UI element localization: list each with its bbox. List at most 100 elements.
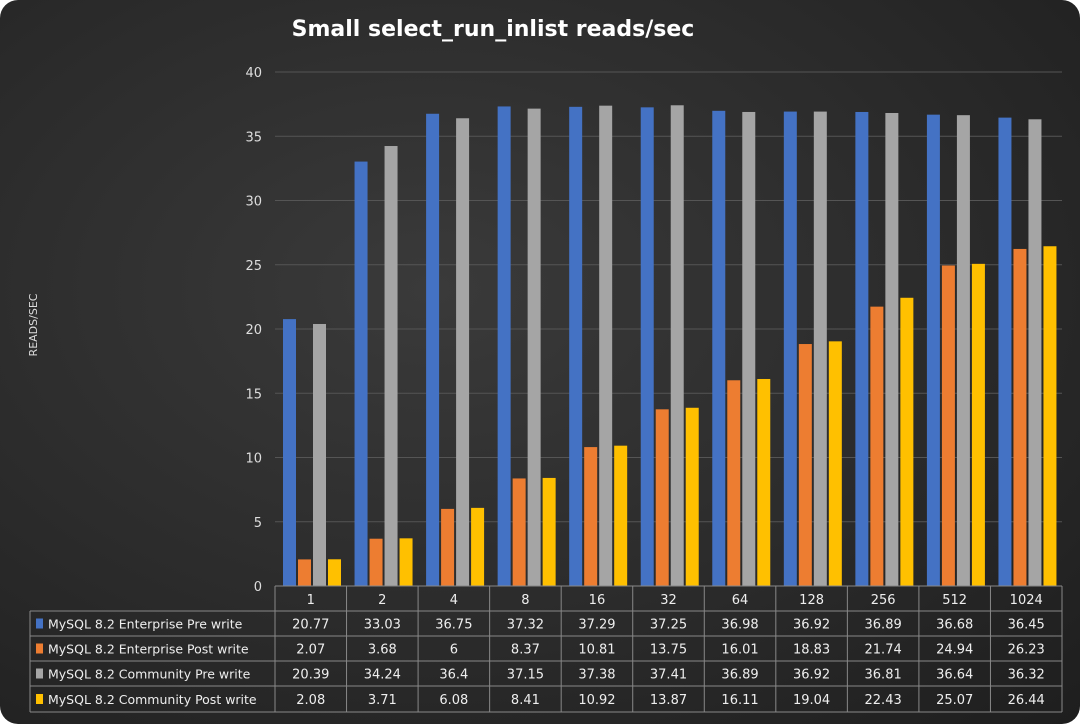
data-label: 2.07 [296, 643, 325, 658]
y-tick-label: 10 [245, 452, 262, 467]
bar-1-64 [727, 380, 741, 586]
legend-label: MySQL 8.2 Community Post write [48, 692, 257, 707]
bar-1-32 [655, 409, 669, 586]
bar-3-4 [471, 507, 485, 586]
bar-3-8 [542, 477, 556, 586]
y-tick-label: 40 [245, 66, 262, 81]
data-label: 18.83 [793, 643, 830, 658]
data-label: 36.89 [721, 668, 758, 683]
bar-2-1024 [1028, 119, 1042, 587]
bar-3-2 [399, 538, 413, 586]
legend-label: MySQL 8.2 Enterprise Pre write [48, 617, 243, 632]
data-label: 6 [450, 643, 458, 658]
data-label: 37.25 [650, 618, 687, 633]
bar-0-16 [569, 106, 583, 587]
data-label: 36.4 [439, 668, 468, 683]
bar-3-32 [685, 407, 699, 586]
data-label: 8.41 [511, 693, 540, 708]
bar-0-32 [640, 107, 654, 587]
bar-1-1 [298, 559, 311, 586]
x-category-label: 64 [732, 593, 749, 608]
y-axis-label: READS/SEC [27, 293, 40, 356]
data-label: 24.94 [936, 643, 973, 658]
y-tick-label: 5 [254, 516, 262, 531]
legend-swatch-2 [36, 668, 43, 679]
data-label: 36.64 [936, 668, 973, 683]
data-label: 36.68 [936, 618, 973, 633]
x-category-label: 16 [589, 593, 606, 608]
data-label: 36.89 [865, 618, 902, 633]
bar-2-512 [956, 115, 970, 587]
data-label: 37.32 [507, 618, 544, 633]
legend-swatch-1 [36, 643, 43, 654]
data-label: 36.45 [1008, 618, 1045, 633]
y-tick-label: 15 [245, 387, 262, 402]
data-label: 37.38 [578, 668, 615, 683]
data-label: 22.43 [865, 693, 902, 708]
data-label: 37.15 [507, 668, 544, 683]
x-category-label: 1 [307, 593, 315, 608]
bar-2-128 [813, 111, 827, 586]
bar-2-1 [313, 323, 326, 586]
bar-0-256 [855, 111, 869, 586]
data-label: 34.24 [364, 668, 401, 683]
bar-1-512 [941, 265, 955, 586]
bar-1-8 [512, 478, 526, 586]
chart-title: Small select_run_inlist reads/sec [292, 17, 695, 42]
x-category-label: 32 [660, 593, 677, 608]
bar-2-8 [527, 108, 541, 586]
data-label: 36.75 [435, 618, 472, 633]
data-label: 16.01 [721, 643, 758, 658]
data-label: 37.41 [650, 668, 687, 683]
data-label: 36.81 [865, 668, 902, 683]
data-label: 36.92 [793, 668, 830, 683]
x-category-label: 8 [521, 593, 529, 608]
y-tick-label: 20 [245, 323, 262, 338]
data-label: 8.37 [511, 643, 540, 658]
data-label: 13.75 [650, 643, 687, 658]
bar-0-2 [354, 161, 368, 586]
x-category-label: 2 [378, 593, 386, 608]
bar-1-256 [870, 306, 884, 586]
x-category-label: 1024 [1010, 593, 1043, 608]
bar-1-16 [584, 447, 598, 586]
x-category-label: 512 [942, 593, 967, 608]
y-tick-label: 35 [245, 130, 262, 145]
bar-2-32 [670, 105, 684, 587]
data-label: 36.32 [1008, 668, 1045, 683]
bar-2-64 [742, 111, 756, 586]
data-label: 36.98 [721, 618, 758, 633]
bar-0-4 [426, 113, 440, 586]
bar-3-1 [328, 559, 341, 586]
bar-1-128 [798, 344, 812, 586]
data-label: 13.87 [650, 693, 687, 708]
data-label: 3.71 [368, 693, 397, 708]
y-tick-label: 25 [245, 259, 262, 274]
bar-3-64 [757, 378, 771, 586]
x-category-label: 256 [871, 593, 896, 608]
data-label: 36.92 [793, 618, 830, 633]
y-tick-label: 30 [245, 195, 262, 210]
bar-0-8 [497, 106, 511, 587]
data-label: 16.11 [721, 693, 758, 708]
data-label: 25.07 [936, 693, 973, 708]
data-label: 2.08 [296, 693, 325, 708]
data-label: 19.04 [793, 693, 830, 708]
data-label: 3.68 [368, 643, 397, 658]
data-label: 21.74 [865, 643, 902, 658]
data-label: 20.39 [292, 668, 329, 683]
data-label: 26.44 [1008, 693, 1045, 708]
bar-1-4 [441, 508, 455, 586]
bar-2-256 [885, 112, 899, 586]
legend-swatch-0 [36, 618, 43, 629]
legend-label: MySQL 8.2 Community Pre write [48, 667, 251, 682]
data-label: 6.08 [439, 693, 468, 708]
data-label: 20.77 [292, 618, 329, 633]
bar-0-128 [783, 111, 797, 586]
legend-swatch-3 [36, 694, 43, 704]
y-tick-label: 0 [254, 580, 262, 595]
data-label: 10.92 [578, 693, 615, 708]
bar-3-256 [900, 297, 914, 586]
